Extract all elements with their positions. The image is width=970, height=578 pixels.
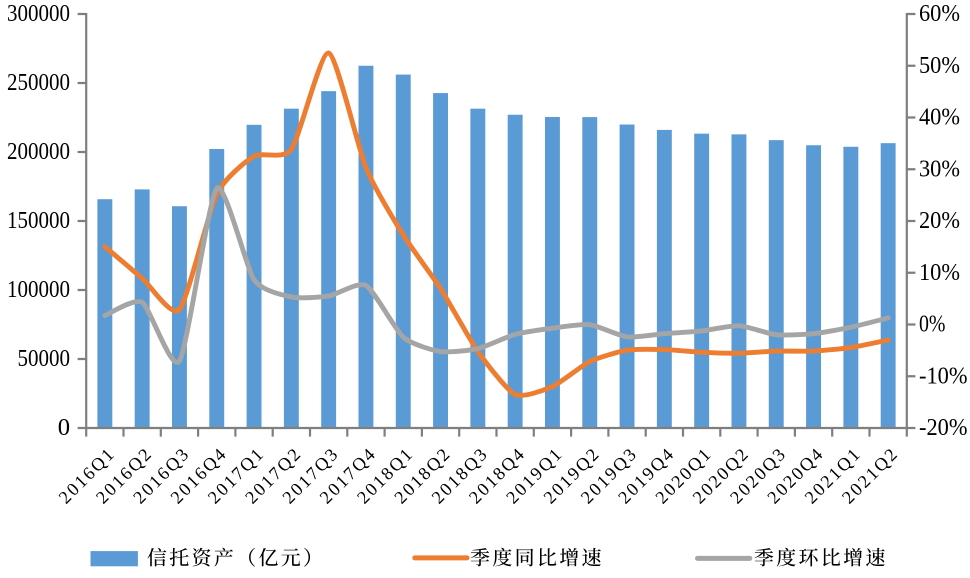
svg-text:-10%: -10% [919, 362, 968, 389]
svg-text:10%: 10% [919, 259, 960, 286]
svg-text:0%: 0% [919, 311, 946, 338]
svg-text:250000: 250000 [7, 69, 70, 96]
svg-text:50%: 50% [919, 52, 960, 79]
svg-text:-20%: -20% [919, 414, 968, 441]
svg-text:40%: 40% [919, 104, 960, 131]
svg-text:300000: 300000 [7, 0, 70, 27]
svg-text:60%: 60% [919, 0, 960, 27]
svg-text:100000: 100000 [7, 276, 70, 303]
svg-text:150000: 150000 [7, 207, 70, 234]
svg-text:30%: 30% [919, 155, 960, 182]
svg-text:20%: 20% [919, 207, 960, 234]
svg-text:0: 0 [58, 414, 70, 441]
svg-text:200000: 200000 [7, 138, 70, 165]
svg-text:50000: 50000 [18, 345, 71, 372]
